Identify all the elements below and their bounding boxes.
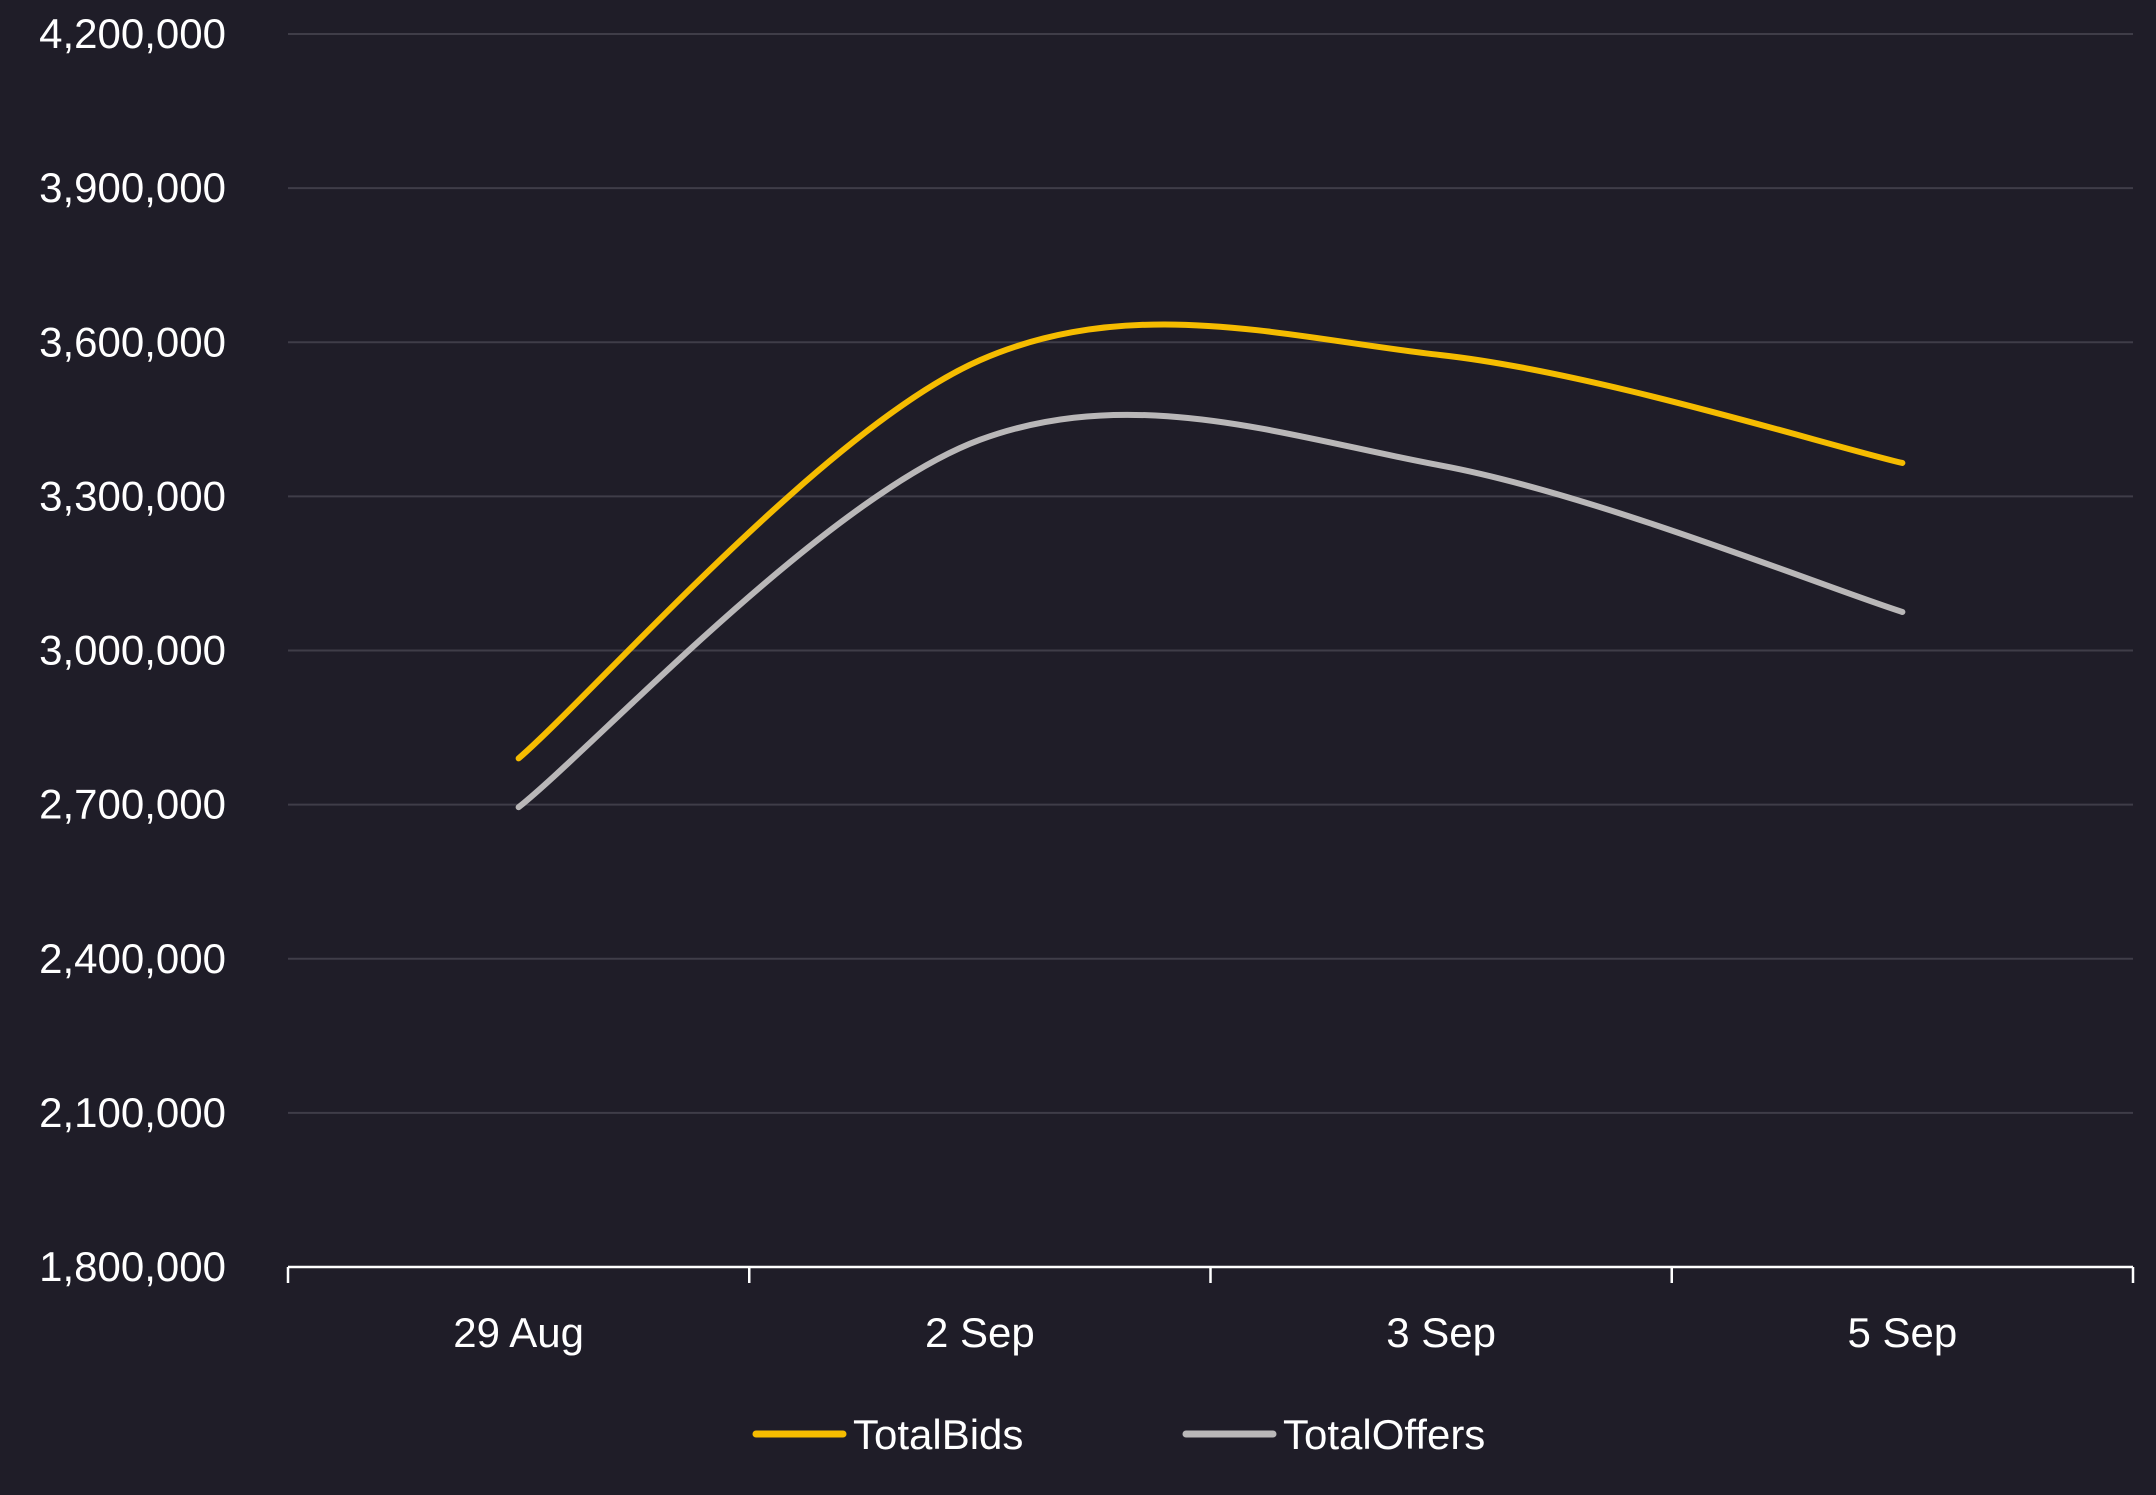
gridlines <box>288 33 2133 1114</box>
y-tick-label: 2,100,000 <box>39 1089 226 1136</box>
series-lines <box>515 321 1906 811</box>
legend-label: TotalBids <box>853 1411 1023 1458</box>
y-tick-label: 1,800,000 <box>39 1243 226 1290</box>
series-line-totaloffers <box>515 411 1906 811</box>
y-axis: 1,800,000 2,100,000 2,400,000 2,700,000 3,00… <box>39 10 226 1290</box>
y-tick-label: 3,000,000 <box>39 627 226 674</box>
series-line-totalbids <box>515 321 1906 762</box>
y-tick-label: 3,900,000 <box>39 164 226 211</box>
y-tick-label: 4,200,000 <box>39 10 226 57</box>
legend-item: TotalOffers <box>1182 1411 1485 1458</box>
x-tick-label: 29 Aug <box>453 1309 584 1356</box>
y-tick-label: 3,600,000 <box>39 318 226 365</box>
legend: TotalBids TotalOffers <box>752 1411 1485 1458</box>
x-axis: 29 Aug 2 Sep 3 Sep 5 Sep <box>286 1265 2135 1356</box>
x-tick-label: 3 Sep <box>1386 1309 1496 1356</box>
y-tick-label: 2,400,000 <box>39 935 226 982</box>
legend-label: TotalOffers <box>1283 1411 1485 1458</box>
y-tick-label: 2,700,000 <box>39 781 226 828</box>
legend-item: TotalBids <box>752 1411 1023 1458</box>
x-tick-label: 2 Sep <box>925 1309 1035 1356</box>
x-tick-label: 5 Sep <box>1847 1309 1957 1356</box>
y-tick-label: 3,300,000 <box>39 472 226 519</box>
